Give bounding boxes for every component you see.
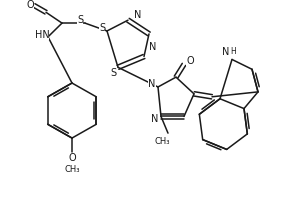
Text: N: N (148, 79, 156, 89)
Text: S: S (110, 68, 116, 78)
Text: N: N (151, 114, 159, 124)
Text: N: N (222, 47, 230, 57)
Text: O: O (186, 56, 194, 66)
Text: N: N (134, 10, 142, 20)
Text: N: N (149, 42, 157, 52)
Text: H: H (230, 47, 236, 56)
Text: CH₃: CH₃ (154, 137, 170, 146)
Text: O: O (68, 153, 76, 163)
Text: S: S (99, 23, 105, 33)
Text: HN: HN (34, 30, 50, 40)
Text: O: O (26, 0, 34, 10)
Text: S: S (77, 15, 83, 25)
Text: CH₃: CH₃ (64, 165, 80, 174)
